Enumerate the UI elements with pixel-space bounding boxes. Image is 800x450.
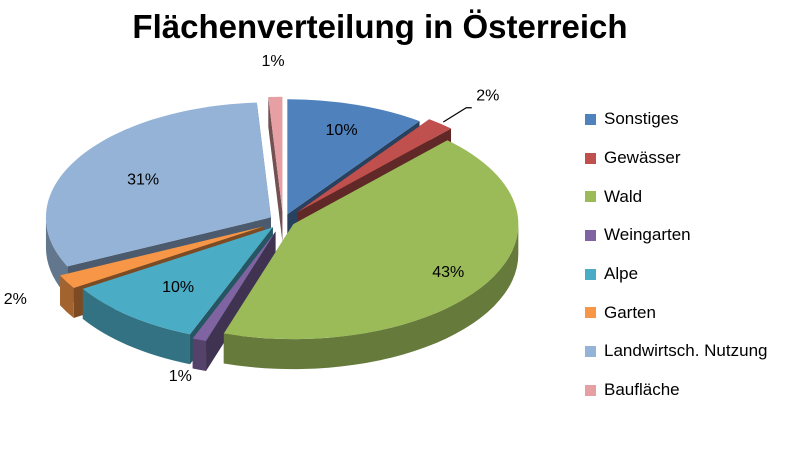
legend: Sonstiges Gewässer Wald Weingarten Alpe Garte… — [585, 100, 795, 410]
legend-swatch-sonstiges — [585, 113, 596, 125]
legend-item-weingarten: Weingarten — [585, 216, 795, 255]
legend-label-gewasser: Gewässer — [604, 148, 681, 168]
legend-item-garten: Garten — [585, 293, 795, 332]
legend-label-landwirtsch-nutzung: Landwirtsch. Nutzung — [604, 341, 768, 361]
legend-item-bauflache: Baufläche — [585, 371, 795, 410]
legend-swatch-weingarten — [585, 229, 596, 241]
legend-label-sonstiges: Sonstiges — [604, 109, 679, 129]
slice-wald — [223, 140, 519, 340]
data-label-weingarten: 1% — [169, 368, 192, 385]
legend-label-alpe: Alpe — [604, 264, 639, 284]
legend-swatch-bauflache — [585, 384, 596, 396]
data-label-bauflache: 1% — [262, 53, 285, 70]
slice-weingarten — [192, 231, 276, 341]
slice-side-weingarten — [206, 231, 276, 371]
slice-rim-garten — [60, 275, 74, 319]
legend-label-bauflache: Baufläche — [604, 380, 680, 400]
slice-gewasser — [297, 119, 452, 213]
legend-item-alpe: Alpe — [585, 255, 795, 294]
slice-rim-alpe — [82, 288, 190, 365]
data-label-gewasser: 2% — [476, 87, 499, 104]
chart-title: Flächenverteilung in Österreich — [132, 8, 628, 45]
data-label-wald: 43% — [432, 264, 464, 281]
legend-swatch-garten — [585, 307, 596, 319]
legend-label-weingarten: Weingarten — [604, 225, 691, 245]
legend-item-sonstiges: Sonstiges — [585, 100, 795, 139]
slice-alpe — [82, 227, 273, 335]
legend-label-garten: Garten — [604, 302, 656, 322]
slice-rim-wald — [223, 224, 519, 370]
legend-label-wald: Wald — [604, 186, 643, 206]
legend-item-wald: Wald — [585, 177, 795, 216]
legend-swatch-landwirtsch-nutzung — [585, 345, 596, 357]
slice-rim-weingarten — [192, 338, 207, 371]
slice-landwirtsch-nutzung — [45, 102, 271, 267]
slice-side-bauflache — [268, 97, 283, 242]
data-label-landwirtsch-nutzung: 31% — [127, 172, 159, 189]
data-label-sonstiges: 10% — [326, 122, 358, 139]
leader-line-gewasser — [442, 107, 472, 123]
data-label-alpe: 10% — [162, 279, 194, 296]
data-label-garten: 2% — [4, 291, 27, 308]
slice-garten — [60, 226, 264, 289]
legend-swatch-alpe — [585, 268, 596, 280]
legend-swatch-wald — [585, 191, 596, 203]
legend-item-landwirtsch-nutzung: Landwirtsch. Nutzung — [585, 332, 795, 371]
legend-item-gewasser: Gewässer — [585, 139, 795, 178]
slice-sonstiges — [287, 99, 420, 215]
legend-swatch-gewasser — [585, 152, 596, 164]
slice-bauflache — [268, 96, 283, 212]
